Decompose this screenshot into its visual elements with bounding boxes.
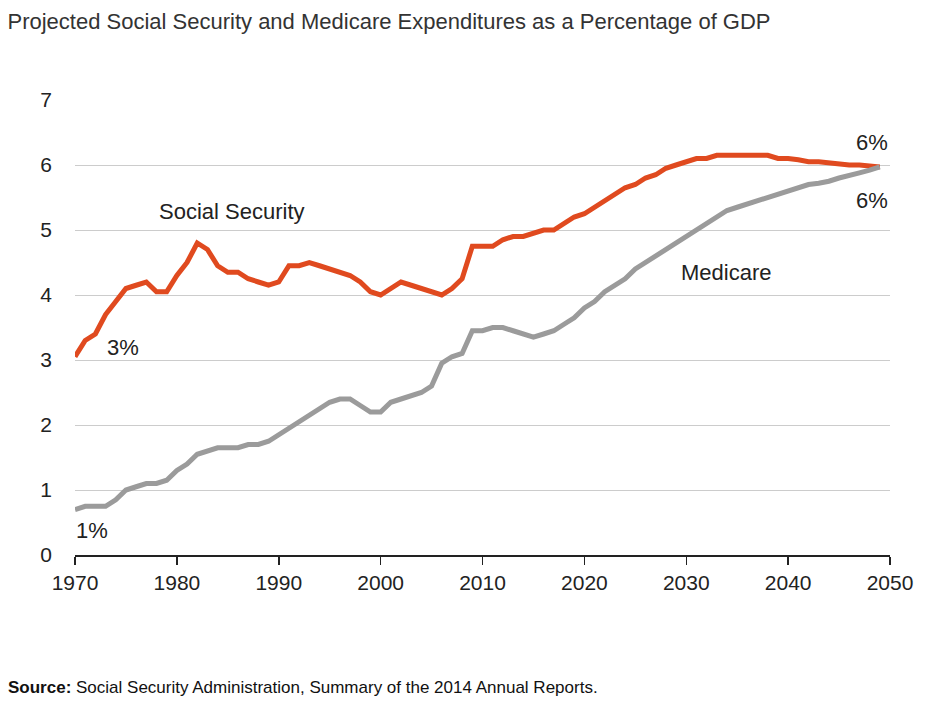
svg-text:Medicare: Medicare bbox=[681, 260, 771, 285]
svg-text:1: 1 bbox=[40, 478, 52, 501]
svg-text:2050: 2050 bbox=[867, 571, 914, 594]
svg-text:1990: 1990 bbox=[255, 571, 302, 594]
svg-text:1%: 1% bbox=[76, 518, 108, 543]
svg-text:1980: 1980 bbox=[154, 571, 201, 594]
svg-text:2010: 2010 bbox=[459, 571, 506, 594]
svg-text:2030: 2030 bbox=[663, 571, 710, 594]
svg-text:6%: 6% bbox=[856, 188, 888, 213]
svg-text:1970: 1970 bbox=[52, 571, 99, 594]
svg-text:0: 0 bbox=[40, 543, 52, 566]
svg-text:3%: 3% bbox=[107, 335, 139, 360]
svg-text:5: 5 bbox=[40, 218, 52, 241]
svg-text:7: 7 bbox=[40, 88, 52, 111]
svg-text:2000: 2000 bbox=[357, 571, 404, 594]
svg-text:Projected Social Security and: Projected Social Security and Medicare E… bbox=[7, 9, 770, 34]
svg-text:4: 4 bbox=[40, 283, 52, 306]
svg-text:2020: 2020 bbox=[561, 571, 608, 594]
svg-text:6: 6 bbox=[40, 153, 52, 176]
svg-text:Social Security: Social Security bbox=[159, 199, 305, 224]
svg-text:Source: Social Security Admini: Source: Social Security Administration, … bbox=[8, 678, 598, 697]
svg-text:2: 2 bbox=[40, 413, 52, 436]
svg-text:3: 3 bbox=[40, 348, 52, 371]
svg-text:6%: 6% bbox=[856, 130, 888, 155]
svg-text:2040: 2040 bbox=[765, 571, 812, 594]
